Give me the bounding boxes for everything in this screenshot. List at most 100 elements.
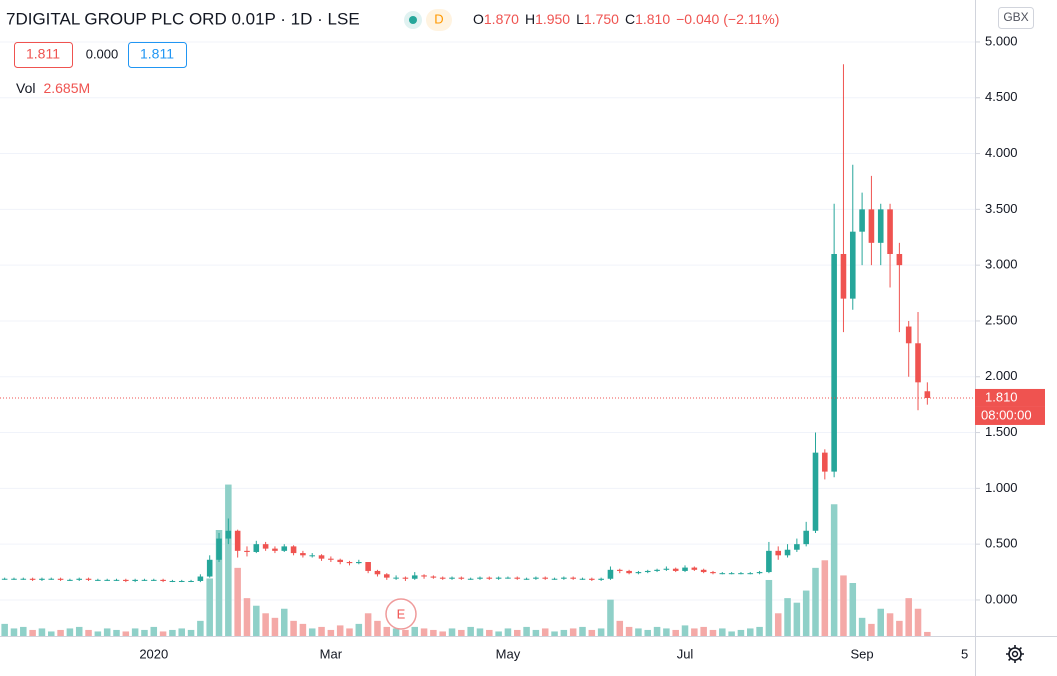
ask-box[interactable] — [128, 42, 187, 68]
candle-body — [747, 573, 754, 575]
gear-teeth[interactable] — [1006, 645, 1024, 663]
volume-bar — [234, 567, 241, 636]
candle-body — [635, 572, 642, 574]
volume-bar — [364, 613, 372, 636]
volume-bar — [10, 628, 18, 636]
x-tick-label: May — [496, 646, 521, 661]
candle-body — [775, 550, 782, 556]
volume-bar — [430, 629, 437, 636]
volume-bar — [290, 620, 297, 636]
candle-body — [216, 538, 222, 560]
countdown: 08:00:00 — [981, 407, 1032, 422]
volume-bar — [579, 626, 586, 636]
volume-bar — [523, 626, 530, 636]
ask[interactable]: 1.811 — [140, 46, 174, 62]
volume-bar — [299, 623, 307, 636]
candle-body — [309, 555, 316, 557]
gear-hub[interactable] — [1011, 650, 1019, 658]
candle-body — [626, 570, 632, 574]
candle-body — [514, 577, 521, 579]
volume-bar — [336, 625, 344, 636]
volume-bar — [812, 567, 819, 636]
currency[interactable]: GBX — [1003, 10, 1028, 24]
volume-bar — [374, 620, 381, 636]
currency-box[interactable] — [998, 7, 1034, 29]
candle-body — [915, 343, 921, 383]
settings-icon[interactable] — [1006, 645, 1024, 663]
volume-bar — [607, 599, 614, 636]
candle-body — [663, 568, 670, 570]
candle-body — [374, 570, 381, 575]
x-tick-label: 5 — [961, 646, 968, 661]
volume-bar — [346, 628, 353, 636]
volume-bar — [439, 631, 446, 636]
x-tick-label: 2020 — [139, 646, 168, 661]
volume-bar — [280, 608, 288, 636]
c-label: C — [625, 11, 635, 27]
candle-body — [794, 544, 800, 550]
volume-bar — [122, 631, 130, 636]
earnings-letter[interactable]: E — [397, 606, 406, 621]
bid-box[interactable] — [14, 42, 73, 68]
volume-bar — [75, 626, 83, 636]
candle-body — [169, 580, 176, 582]
volume-bar — [458, 629, 465, 636]
candle-body — [840, 253, 847, 299]
volume-bar — [383, 626, 391, 636]
volume-bar — [467, 626, 474, 636]
volume-bar — [141, 629, 148, 636]
volume-bar — [784, 598, 791, 636]
y-tick-label: 2.500 — [985, 312, 1018, 327]
bid[interactable]: 1.811 — [26, 46, 60, 62]
volume-bar — [38, 628, 46, 636]
spread: 0.000 — [86, 46, 119, 61]
volume-bar — [709, 629, 717, 636]
candle-body — [383, 574, 390, 578]
volume-bar — [597, 628, 605, 636]
candle-body — [188, 580, 194, 582]
volume-bar — [504, 628, 512, 636]
volume-bar — [513, 629, 521, 636]
candle-body — [206, 559, 213, 577]
x-tick-label: Mar — [320, 646, 343, 661]
candle-body — [346, 562, 353, 564]
volume-bar — [150, 626, 158, 636]
candle-body — [924, 391, 931, 398]
candle-body — [868, 209, 875, 243]
volume-bar — [197, 620, 204, 636]
candle-body — [234, 530, 241, 551]
y-tick-label: 0.500 — [985, 536, 1018, 551]
candle-body — [607, 569, 614, 579]
volume-bar — [47, 631, 55, 636]
volume-bar — [271, 617, 279, 636]
candle-body — [402, 577, 409, 579]
open-value: 1.870 — [484, 11, 519, 27]
volume-bar — [392, 628, 400, 636]
plot-area — [0, 41, 975, 636]
volume-bar — [215, 530, 223, 636]
candle-body — [20, 578, 27, 580]
volume-bar — [691, 628, 698, 636]
volume-bar — [420, 628, 428, 636]
candle-body — [253, 544, 260, 552]
candle-body — [67, 579, 73, 581]
close-value: 1.810 — [635, 11, 670, 27]
volume-bar — [802, 590, 810, 636]
candle-body — [1, 578, 8, 580]
earnings-marker[interactable] — [385, 598, 417, 630]
volume-bar — [746, 628, 754, 636]
candle-body — [318, 555, 325, 559]
volume-bar — [57, 629, 64, 636]
candle-body — [887, 209, 893, 254]
volume-bar — [448, 628, 456, 636]
candle-body — [738, 573, 744, 575]
candle-body — [39, 578, 45, 580]
volume-bar — [924, 631, 931, 636]
volume-bar — [318, 626, 325, 636]
volume-bar — [728, 631, 735, 636]
candle-body — [700, 569, 707, 573]
candle-body — [123, 579, 129, 581]
h-label: H — [525, 11, 535, 27]
candle-body — [281, 546, 288, 551]
